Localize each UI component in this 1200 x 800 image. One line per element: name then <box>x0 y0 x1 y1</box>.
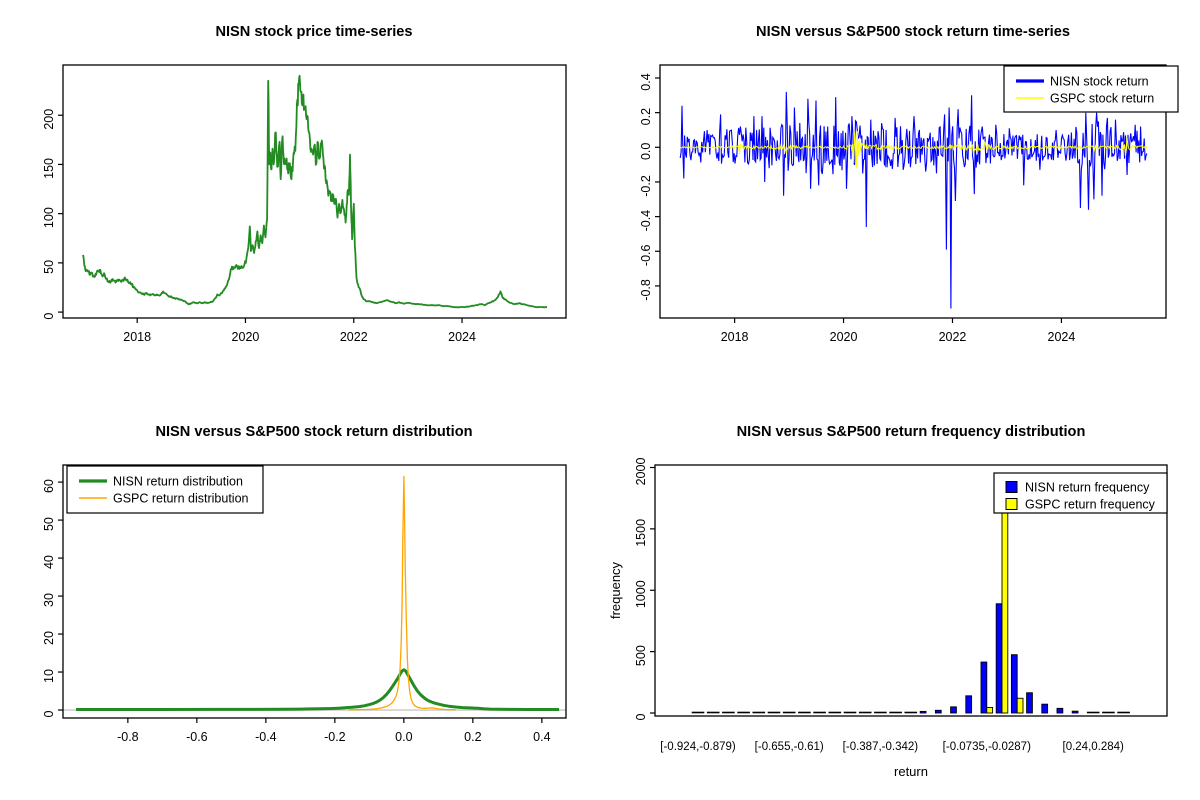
y-tick-label: 150 <box>42 158 56 179</box>
x-tick-label: 0.0 <box>395 730 412 744</box>
y-tick-label: 40 <box>42 555 56 569</box>
y-tick-label: 50 <box>42 260 56 274</box>
y-tick-label: 0 <box>634 713 648 720</box>
series-nisn-return-distribution <box>76 668 560 711</box>
y-tick-label: 0 <box>42 710 56 717</box>
hist-bar-nisn <box>1026 692 1033 714</box>
hist-bar-gspc <box>986 707 994 714</box>
hist-bar-gspc <box>1016 697 1024 714</box>
hist-bar-gspc <box>1001 479 1009 714</box>
hist-bar-nisn <box>1041 703 1049 714</box>
y-tick-label: 1000 <box>634 580 648 608</box>
hist-bar-nisn <box>1071 710 1079 714</box>
x-tick-label: 2024 <box>448 330 476 344</box>
return-frequency-panel: NISN versus S&P500 return frequency dist… <box>600 400 1200 800</box>
legend-box <box>993 472 1168 514</box>
y-tick-label: 0.0 <box>639 143 653 160</box>
hist-bar-nisn <box>965 695 973 714</box>
y-tick-label: 60 <box>42 479 56 493</box>
bin-label: [-0.655,-0.61) <box>755 741 824 753</box>
x-tick-label: 2018 <box>721 330 749 344</box>
y-tick-label: 1500 <box>634 519 648 547</box>
y-tick-label: -0.6 <box>639 244 653 266</box>
plot-border <box>62 464 567 719</box>
x-axis-label: return <box>894 764 928 779</box>
bin-label: [-0.0735,-0.0287) <box>943 741 1031 753</box>
y-tick-label: 500 <box>634 645 648 666</box>
y-tick-label: 20 <box>42 631 56 645</box>
x-tick-label: 2022 <box>939 330 967 344</box>
legend-label: GSPC return distribution <box>113 492 249 506</box>
y-tick-label: 2000 <box>634 458 648 486</box>
series-gspc-return-distribution <box>348 475 456 711</box>
bin-label: [-0.387,-0.342) <box>843 741 919 753</box>
x-tick-label: -0.8 <box>117 730 139 744</box>
series-gspc-stock-return <box>679 131 1148 169</box>
y-tick-label: 100 <box>42 207 56 228</box>
price-time-series-panel: NISN stock price time-series 0 50 100 150 20… <box>0 0 600 400</box>
hist-bar-nisn <box>934 709 942 714</box>
hist-bar-nisn <box>980 661 988 714</box>
hist-bar-nisn <box>1056 707 1064 714</box>
series-nisn-stock-return <box>679 91 1148 309</box>
y-tick-label: -0.2 <box>639 175 653 197</box>
price-time-series-chart: NISN stock price time-series 0 50 100 150 20… <box>42 24 567 344</box>
y-tick-label: 200 <box>42 109 56 130</box>
y-tick-label: 0.4 <box>639 73 653 90</box>
return-frequency-chart: NISN versus S&P500 return frequency dist… <box>608 424 1168 779</box>
y-tick-label: 30 <box>42 593 56 607</box>
plot-border <box>659 64 1167 319</box>
plot-border <box>654 464 1168 717</box>
hist-bar-nisn <box>919 710 927 714</box>
legend-swatch <box>1005 498 1018 510</box>
bin-label: [0.24,0.284) <box>1063 741 1125 753</box>
chart-title: NISN versus S&P500 stock return distribu… <box>155 424 472 440</box>
plot-border <box>62 64 567 319</box>
hist-bar-nisn <box>1010 654 1018 714</box>
x-tick-label: 2020 <box>232 330 260 344</box>
hist-bar-nisn <box>995 603 1003 714</box>
x-tick-label: 0.2 <box>464 730 481 744</box>
legend-label: GSPC return frequency <box>1025 498 1156 512</box>
legend-label: GSPC stock return <box>1050 92 1154 106</box>
return-time-series-panel: NISN versus S&P500 stock return time-ser… <box>600 0 1200 400</box>
chart-title: NISN versus S&P500 return frequency dist… <box>737 424 1086 440</box>
y-tick-label: 50 <box>42 517 56 531</box>
x-tick-label: 2018 <box>123 330 151 344</box>
chart-title: NISN stock price time-series <box>215 24 412 40</box>
legend-label: NISN stock return <box>1050 75 1149 89</box>
series-nisn-stock-price <box>82 74 548 309</box>
chart-title: NISN versus S&P500 stock return time-ser… <box>756 24 1070 40</box>
bin-label: [-0.924,-0.879) <box>660 741 736 753</box>
legend-label: NISN return distribution <box>113 475 243 489</box>
x-tick-label: -0.6 <box>186 730 208 744</box>
legend-label: NISN return frequency <box>1025 481 1150 495</box>
x-tick-label: 2020 <box>830 330 858 344</box>
return-distribution-panel: NISN versus S&P500 stock return distribu… <box>0 400 600 800</box>
x-tick-label: 2024 <box>1048 330 1076 344</box>
y-tick-label: -0.8 <box>639 279 653 301</box>
return-time-series-chart: NISN versus S&P500 stock return time-ser… <box>639 24 1179 344</box>
legend-box <box>1003 65 1179 113</box>
legend-box <box>66 465 264 514</box>
y-tick-label: 0.2 <box>639 108 653 125</box>
x-tick-label: 0.4 <box>533 730 550 744</box>
y-tick-label: -0.4 <box>639 210 653 232</box>
x-tick-label: -0.4 <box>255 730 277 744</box>
y-axis-label: frequency <box>608 561 623 619</box>
return-distribution-chart: NISN versus S&P500 stock return distribu… <box>42 424 567 744</box>
y-tick-label: 10 <box>42 669 56 683</box>
x-tick-label: 2022 <box>340 330 368 344</box>
y-tick-label: 0 <box>42 313 56 320</box>
legend-swatch <box>1005 481 1018 493</box>
hist-bar-nisn <box>950 706 957 714</box>
x-tick-label: -0.2 <box>324 730 346 744</box>
